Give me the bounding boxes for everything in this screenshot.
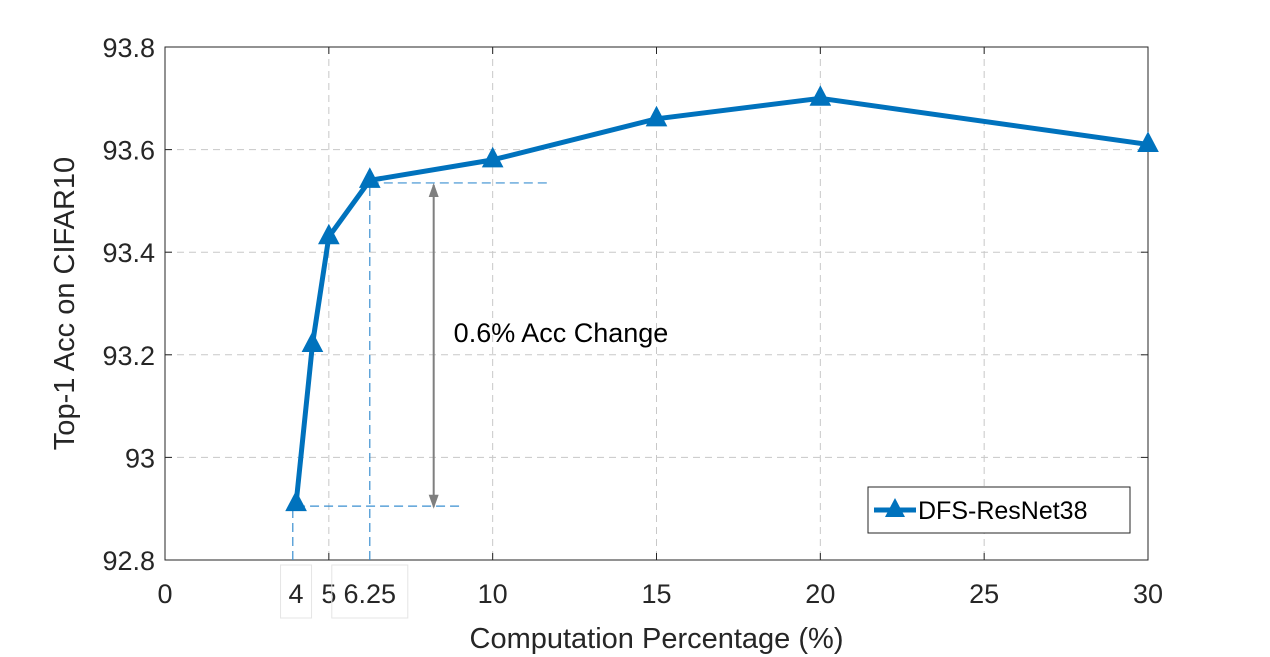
arrow-head-top [428,182,439,197]
y-tick-label: 93.4 [102,238,155,268]
annotation-label: 0.6% Acc Change [454,318,669,348]
grid-lines [165,47,1148,560]
x-tick-label: 25 [969,579,999,609]
x-axis-ticks: 0 5 10 15 20 25 30 4 6.25 [157,47,1163,619]
x-tick-label: 15 [641,579,671,609]
x-tick-label: 0 [157,579,172,609]
y-tick-label: 93 [125,443,155,473]
highlighted-tick-box [331,564,409,619]
highlighted-tick-label: 4 [289,579,304,609]
x-tick-label: 30 [1133,579,1163,609]
series-layer [285,85,1159,512]
y-axis-ticks: 92.8 93 93.2 93.4 93.6 93.8 [102,33,1148,576]
y-axis-label: Top-1 Acc on CIFAR10 [49,157,81,450]
x-tick-label: 10 [478,579,508,609]
data-point-marker [1137,131,1159,152]
legend-label: DFS-ResNet38 [918,497,1088,525]
x-tick-label: 5 [321,579,336,609]
x-tick-label: 20 [805,579,835,609]
data-point-marker [285,490,307,512]
data-point-marker [481,146,504,168]
y-tick-label: 93.2 [102,341,155,371]
legend-marker-icon [885,498,905,517]
series-line [293,95,1149,504]
highlighted-tick-box [280,564,313,619]
y-tick-label: 92.8 [102,546,155,576]
y-tick-label: 93.6 [102,136,155,166]
legend: DFS-ResNet38 [867,486,1131,534]
data-point-marker [358,167,381,188]
highlighted-tick-label: 6.25 [344,579,397,609]
reference-lines [292,182,549,560]
x-axis-label: Computation Percentage (%) [470,623,844,655]
data-point-marker [318,223,340,245]
annotations: 0.6% Acc Change [428,182,669,509]
data-point-marker [645,105,668,127]
data-point-marker [809,85,832,106]
data-point-marker [301,331,324,353]
arrow-head-bottom [428,494,439,509]
y-tick-label: 93.8 [102,33,155,63]
